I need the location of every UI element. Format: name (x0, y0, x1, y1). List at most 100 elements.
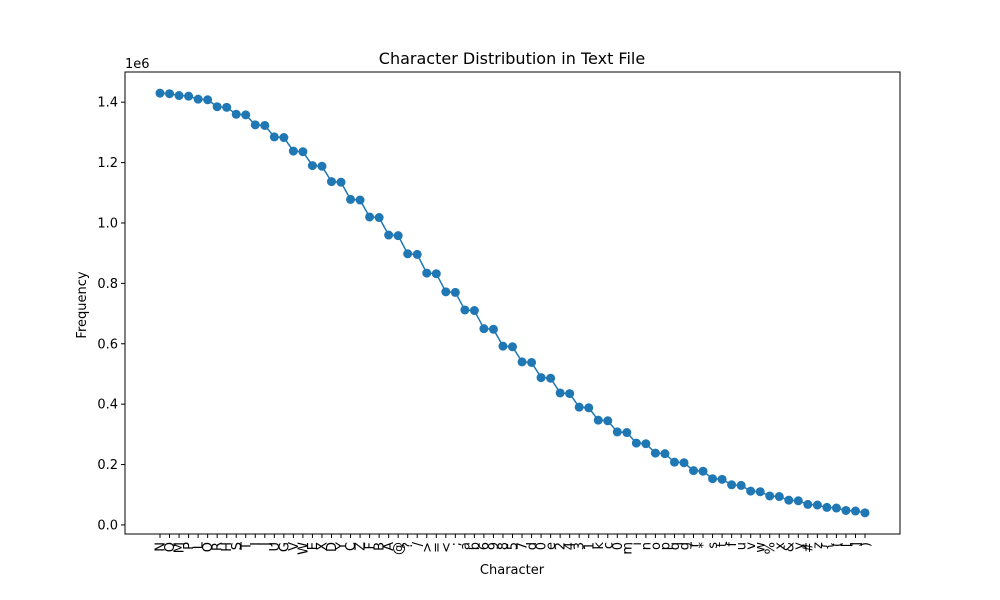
data-point (403, 249, 413, 259)
data-point (746, 486, 756, 496)
x-tick-label: L (192, 541, 207, 549)
x-tick-label: A (382, 542, 397, 551)
data-point (536, 373, 546, 383)
data-point (203, 95, 213, 105)
plot-frame (124, 71, 901, 535)
data-point (574, 402, 584, 412)
data-point (393, 231, 403, 241)
data-point (222, 102, 232, 112)
data-point (384, 230, 394, 240)
x-tick-label: z (811, 542, 826, 549)
data-point (527, 357, 537, 367)
data-point (260, 120, 270, 130)
data-point (755, 487, 765, 497)
data-point (593, 415, 603, 425)
data-point (231, 109, 241, 119)
data-point (603, 416, 613, 426)
data-point (479, 324, 489, 334)
data-point (669, 457, 679, 467)
data-point (698, 466, 708, 476)
data-point (250, 120, 260, 130)
x-tick-label: m (620, 542, 635, 555)
x-tick-label: v (744, 542, 759, 550)
x-tick-label: q (668, 542, 683, 550)
data-point (193, 94, 203, 104)
x-tick-label: 7 (516, 542, 531, 550)
data-point (307, 161, 317, 171)
x-tick-label: s (706, 542, 721, 549)
x-tick-label: 8 (497, 542, 512, 550)
data-point (765, 491, 775, 501)
data-point (288, 146, 298, 156)
x-tick-label: = (430, 542, 445, 553)
x-tick-label: g (678, 542, 693, 550)
x-tick-label: Z (354, 542, 369, 551)
y-tick-label: 0.4 (97, 398, 118, 413)
data-point (546, 373, 556, 383)
data-point (441, 287, 451, 297)
data-point (498, 341, 508, 351)
x-tick-label: F (363, 542, 378, 549)
x-tick-label: 2 (554, 542, 569, 550)
x-tick-label: T (239, 542, 254, 551)
data-point (689, 466, 699, 476)
data-point (612, 427, 622, 437)
x-tick-label: 0 (611, 542, 626, 550)
x-tick-label: 4 (563, 542, 578, 550)
x-tick-label: R (211, 542, 226, 551)
data-point (831, 503, 841, 513)
x-tick-label: E (306, 542, 321, 550)
x-tick-label: U (268, 542, 283, 552)
y-tick-label: 0.8 (97, 277, 118, 292)
data-point (317, 161, 327, 171)
x-tick-label: M (173, 542, 188, 553)
x-tick-label: { (820, 542, 835, 550)
data-point (241, 110, 251, 120)
x-tick-label: 3 (573, 542, 588, 550)
data-point (736, 480, 746, 490)
x-tick-label: & (782, 542, 797, 552)
data-point (184, 91, 194, 101)
x-tick-label: b (468, 542, 483, 550)
x-tick-label: 5 (506, 542, 521, 550)
data-point (727, 480, 737, 490)
x-tick-label: X (316, 542, 331, 551)
x-tick-label: k (592, 542, 607, 550)
x-tick-label: 0 (535, 542, 550, 550)
plot-area: 0.0 0.2 0.4 0.6 0.8 1.0 1.2 1.4 NQMPLORHSTIJUGVW… (97, 88, 874, 555)
data-point (165, 89, 175, 99)
x-tick-label: p (658, 542, 673, 550)
data-point (584, 403, 594, 413)
data-point (622, 428, 632, 438)
x-tick-label: % (763, 542, 778, 554)
data-point (450, 287, 460, 297)
x-tick-label: O (201, 542, 216, 552)
x-tick-label: ] (849, 542, 864, 547)
data-point (174, 91, 184, 101)
data-point (508, 342, 517, 352)
data-point (346, 194, 356, 204)
data-point (422, 268, 432, 278)
data-point (803, 499, 813, 509)
x-tick-label: x (773, 542, 788, 550)
data-point (565, 389, 575, 399)
x-tick-label: o (649, 542, 664, 550)
data-point (298, 147, 308, 157)
data-point (793, 496, 803, 506)
data-point (517, 357, 527, 367)
data-point (431, 269, 441, 279)
x-tick-label: ? (401, 542, 416, 549)
x-tick-label: > (420, 542, 435, 553)
data-point (412, 249, 422, 259)
x-tick-label: @ (392, 542, 407, 555)
data-point (812, 500, 822, 510)
data-point (469, 306, 479, 316)
data-point (631, 438, 641, 448)
x-tick-label: r (687, 541, 702, 547)
x-tick-label: y (792, 542, 807, 550)
data-point (660, 449, 670, 459)
x-tick-label: D (325, 542, 340, 552)
data-point (365, 212, 375, 222)
data-point (212, 102, 222, 112)
